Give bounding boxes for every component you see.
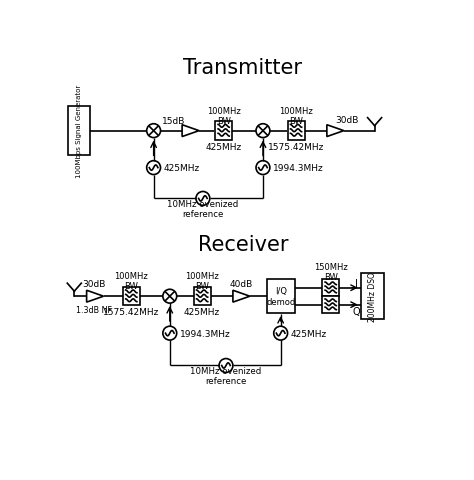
Bar bbox=[322, 297, 339, 313]
Text: 40dB: 40dB bbox=[230, 280, 253, 289]
Text: 100MHz
BW: 100MHz BW bbox=[207, 106, 240, 126]
Text: 100MHz
BW: 100MHz BW bbox=[114, 272, 148, 291]
Text: 1.3dB NF: 1.3dB NF bbox=[75, 305, 111, 314]
Bar bbox=[267, 280, 294, 313]
Text: 425MHz: 425MHz bbox=[291, 329, 327, 338]
Text: 10MHz ovenized
reference: 10MHz ovenized reference bbox=[167, 199, 238, 219]
Text: 10MHz ovenized
reference: 10MHz ovenized reference bbox=[191, 366, 262, 385]
Text: I/Q
demod: I/Q demod bbox=[266, 287, 295, 306]
Text: 100MHz
BW: 100MHz BW bbox=[185, 272, 219, 291]
Bar bbox=[288, 122, 304, 141]
Bar bbox=[123, 288, 140, 306]
Text: 200MHz DSO: 200MHz DSO bbox=[368, 272, 377, 322]
Bar bbox=[215, 122, 232, 141]
Text: 100Mbps Signal Generator: 100Mbps Signal Generator bbox=[76, 85, 82, 178]
Text: 100MHz
BW: 100MHz BW bbox=[279, 106, 313, 126]
Text: 15dB: 15dB bbox=[162, 117, 185, 126]
Bar bbox=[361, 274, 384, 320]
Text: 30dB: 30dB bbox=[82, 280, 105, 289]
Text: Q: Q bbox=[352, 306, 360, 316]
Text: 1994.3MHz: 1994.3MHz bbox=[273, 164, 324, 173]
Bar bbox=[322, 280, 339, 297]
Text: 425MHz: 425MHz bbox=[164, 164, 200, 173]
Text: 1575.42MHz: 1575.42MHz bbox=[103, 308, 159, 316]
Bar bbox=[68, 107, 90, 156]
Text: Transmitter: Transmitter bbox=[183, 58, 302, 78]
Text: 1575.42MHz: 1575.42MHz bbox=[268, 142, 324, 151]
Text: 150MHz
BW: 150MHz BW bbox=[314, 262, 347, 282]
Bar bbox=[194, 288, 210, 306]
Text: 425MHz: 425MHz bbox=[206, 142, 242, 151]
Text: 30dB: 30dB bbox=[335, 116, 358, 125]
Text: 1994.3MHz: 1994.3MHz bbox=[180, 329, 230, 338]
Text: 425MHz: 425MHz bbox=[184, 308, 220, 316]
Text: I: I bbox=[355, 278, 357, 288]
Text: Receiver: Receiver bbox=[198, 234, 288, 254]
